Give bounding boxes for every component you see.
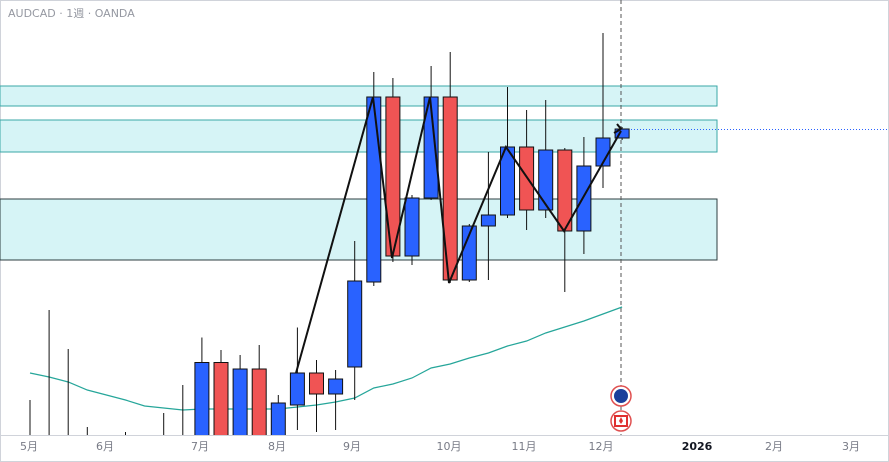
chart-title: AUDCAD · 1週 · OANDA	[8, 7, 135, 20]
candle-body	[213, 362, 229, 435]
arrow-head	[613, 123, 622, 134]
candle-body	[347, 280, 363, 368]
x-tick-label: 8月	[268, 440, 286, 453]
x-tick-label: 3月	[842, 440, 860, 453]
candle-body	[423, 96, 439, 199]
candle-body	[576, 165, 592, 232]
candle-body	[500, 146, 515, 216]
maple-leaf	[619, 417, 623, 424]
candle-body	[404, 197, 420, 257]
candle-body	[309, 372, 324, 395]
x-tick-label: 2月	[765, 440, 783, 453]
candle-body	[270, 402, 286, 435]
au-flag-fill	[614, 389, 628, 403]
x-tick-label: 6月	[96, 440, 114, 453]
x-tick-label: 12月	[589, 440, 614, 453]
x-tick-label: 10月	[437, 440, 462, 453]
zones	[0, 85, 718, 261]
candle-body	[328, 378, 344, 395]
zone	[0, 85, 718, 107]
candle-body	[251, 368, 267, 435]
zone	[0, 198, 718, 261]
candle-body	[538, 149, 554, 211]
candle-body	[557, 149, 573, 232]
flags	[610, 385, 632, 432]
candle-body	[366, 96, 382, 283]
candle-body	[194, 362, 210, 435]
zigzag	[295, 96, 622, 374]
x-tick-label: 9月	[343, 440, 361, 453]
x-tick-label: 2026	[682, 440, 713, 453]
x-tick-label: 7月	[191, 440, 209, 453]
x-tick-label: 11月	[512, 440, 537, 453]
x-tick-label: 5月	[20, 440, 38, 453]
candle-body	[289, 372, 305, 406]
plot	[29, 33, 630, 435]
candle-body	[232, 368, 248, 435]
candle-body	[480, 214, 496, 227]
moving-average	[29, 306, 623, 411]
